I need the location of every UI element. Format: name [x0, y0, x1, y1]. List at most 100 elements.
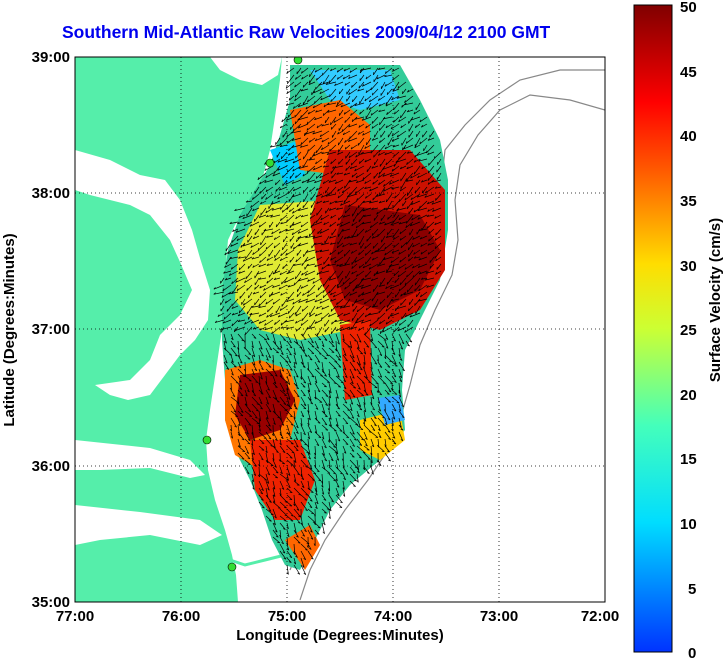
velocity-vector [398, 389, 402, 398]
velocity-vector [279, 438, 282, 446]
velocity-vector [264, 319, 274, 326]
velocity-vector-head [347, 346, 351, 348]
velocity-vector-head [351, 119, 354, 122]
velocity-vector [335, 396, 339, 407]
velocity-vector [328, 347, 335, 353]
velocity-vector-head [302, 456, 306, 459]
velocity-vector [296, 291, 302, 298]
velocity-vector [358, 81, 365, 89]
velocity-vector [342, 228, 351, 232]
velocity-vector-head [413, 256, 417, 259]
velocity-vector [300, 284, 309, 289]
velocity-vector [316, 326, 323, 336]
velocity-vector-head [364, 230, 367, 233]
velocity-vector-head [379, 366, 383, 368]
velocity-vector-head [329, 417, 332, 420]
velocity-vector [296, 249, 302, 256]
velocity-vector [373, 172, 379, 179]
velocity-vector-head [277, 416, 280, 419]
velocity-vector [328, 389, 331, 399]
velocity-vector [321, 515, 326, 526]
velocity-vector-head [252, 265, 255, 268]
velocity-vector [236, 284, 246, 291]
velocity-vector-head [328, 464, 331, 468]
velocity-vector-head [307, 149, 309, 152]
velocity-vector-head [312, 479, 315, 481]
velocity-vector [370, 109, 379, 116]
velocity-vector [292, 123, 302, 132]
velocity-vector [356, 305, 365, 313]
velocity-vector [305, 235, 316, 239]
velocity-vector [258, 221, 267, 228]
velocity-vector-head [308, 417, 311, 421]
velocity-vector-head [358, 387, 361, 390]
velocity-vector-head [306, 170, 309, 173]
velocity-vector [316, 207, 323, 216]
velocity-vector [363, 452, 371, 460]
velocity-vector [329, 270, 337, 279]
velocity-vector-head [426, 214, 430, 217]
velocity-vector [386, 263, 393, 273]
velocity-vector-head [306, 263, 309, 267]
velocity-vector [369, 200, 379, 204]
velocity-vector [379, 137, 386, 144]
velocity-vector [230, 396, 240, 404]
velocity-vector [307, 403, 310, 413]
velocity-vector-head [352, 360, 355, 363]
velocity-vector [314, 333, 322, 341]
velocity-vector [309, 305, 316, 316]
velocity-vector-head [333, 479, 336, 482]
velocity-vector-head [322, 181, 325, 184]
velocity-vector-head [317, 360, 321, 363]
velocity-vector-head [284, 409, 287, 412]
velocity-vector [286, 536, 289, 545]
velocity-vector-head [429, 265, 431, 269]
velocity-vector [230, 347, 238, 357]
velocity-vector [349, 375, 354, 385]
velocity-vector [265, 347, 271, 358]
velocity-vector [330, 291, 337, 296]
velocity-vector-head [337, 251, 340, 255]
velocity-vector-head [376, 271, 379, 275]
velocity-vector-head [370, 150, 372, 154]
y-tick-label: 38:00 [32, 185, 70, 202]
velocity-vector-head [308, 82, 311, 85]
velocity-vector-head [359, 456, 362, 459]
velocity-vector-head [372, 197, 374, 201]
velocity-vector [258, 487, 263, 495]
velocity-vector-head [398, 323, 401, 326]
velocity-vector [363, 347, 367, 355]
velocity-vector [309, 214, 316, 219]
velocity-vector-head [285, 103, 289, 106]
velocity-vector-head [379, 140, 381, 144]
velocity-vector-head [362, 84, 365, 87]
velocity-vector-head [345, 443, 349, 445]
velocity-vector [378, 284, 386, 287]
velocity-vector-head [247, 457, 251, 460]
velocity-vector [398, 116, 407, 123]
velocity-vector-head [269, 520, 272, 522]
velocity-vector [329, 249, 337, 256]
velocity-vector-head [284, 280, 287, 284]
velocity-vector-head [338, 359, 341, 361]
velocity-vector [371, 235, 379, 239]
velocity-vector-head [226, 367, 229, 370]
velocity-vector-head [304, 499, 308, 501]
velocity-vector [307, 410, 311, 421]
velocity-vector [272, 487, 276, 497]
velocity-vector [349, 452, 355, 458]
velocity-vector-head [339, 321, 342, 324]
velocity-vector-head [224, 300, 227, 304]
velocity-vector-head [376, 194, 379, 197]
velocity-vector [256, 270, 267, 275]
velocity-vector-head [282, 390, 285, 392]
velocity-vector-head [409, 223, 413, 227]
velocity-vector-head [313, 513, 316, 517]
velocity-vector-head [354, 340, 357, 342]
velocity-vector-head [295, 438, 298, 441]
velocity-vector-head [256, 403, 260, 405]
velocity-vector-head [285, 381, 288, 384]
velocity-vector [321, 375, 330, 383]
velocity-vector [341, 123, 351, 132]
velocity-vector [279, 466, 283, 475]
